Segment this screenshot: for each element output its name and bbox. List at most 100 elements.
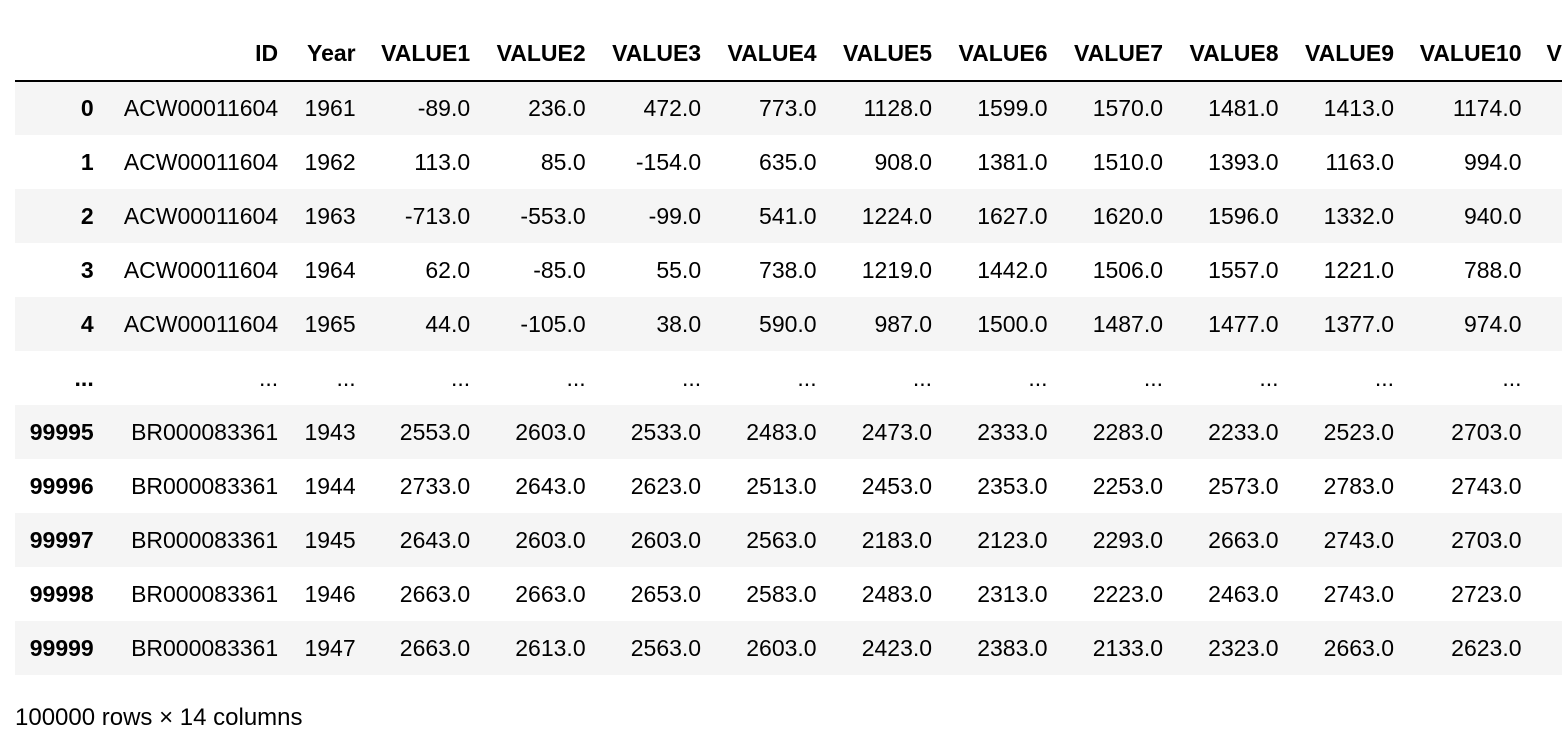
table-cell: 2603.0: [630, 526, 702, 553]
table-cell: 2663.0: [515, 580, 586, 607]
table-cell: 2423.0: [861, 634, 933, 661]
index-column-header: [15, 26, 94, 82]
row-index: 99995: [29, 418, 94, 445]
table-cell: 1413.0: [1323, 95, 1395, 121]
table-cell: [1522, 459, 1562, 513]
table-cell: 2253.0: [1092, 472, 1164, 499]
table-cell: [1522, 351, 1562, 405]
table-cell: 2623.0: [630, 472, 702, 499]
table-cell: 2743.0: [1323, 526, 1395, 553]
table-cell: ...: [450, 364, 471, 391]
table-cell: 2473.0: [861, 418, 933, 445]
table-cell: 2723.0: [1451, 580, 1522, 607]
table-cell: 1946: [304, 580, 356, 607]
table-row: 2 ACW00011604 1963 -713.0 -553.0 -99.0 541.0 12…: [15, 189, 1562, 243]
table-cell: -713.0: [404, 202, 471, 229]
table-cell: ACW00011604: [123, 95, 279, 121]
table-cell: 2463.0: [1208, 580, 1279, 607]
table-cell: 1221.0: [1323, 256, 1395, 283]
table-cell: 44.0: [425, 310, 471, 337]
table-cell: 2293.0: [1092, 526, 1164, 553]
table-cell: BR000083361: [131, 580, 279, 607]
row-index: 4: [80, 310, 94, 337]
table-cell: 2643.0: [515, 472, 586, 499]
table-cell: 1128.0: [863, 95, 933, 121]
table-cell: -154.0: [635, 148, 702, 175]
table-cell: 1506.0: [1092, 256, 1164, 283]
table-row: 1 ACW00011604 1962 113.0 85.0 -154.0 635.0 908.…: [15, 135, 1562, 189]
table-cell: 1377.0: [1323, 310, 1395, 337]
column-header: VALUE8: [1163, 26, 1279, 82]
table-cell: 2613.0: [515, 634, 586, 661]
table-cell: 1945: [304, 526, 356, 553]
table-cell: 2523.0: [1323, 418, 1395, 445]
table-cell: 55.0: [656, 256, 702, 283]
table-cell: 635.0: [759, 148, 817, 175]
table-cell: ...: [1259, 364, 1279, 391]
table-cell: 590.0: [759, 310, 817, 337]
table-cell: [1522, 297, 1562, 351]
table-cell: 1596.0: [1208, 202, 1279, 229]
table-cell: 1477.0: [1208, 310, 1279, 337]
table-cell: 2663.0: [399, 580, 471, 607]
table-cell: 2353.0: [977, 472, 1048, 499]
table-cell: 2513.0: [746, 472, 817, 499]
table-cell: 2623.0: [1451, 634, 1522, 661]
row-index: 99996: [29, 472, 94, 499]
table-row: 99996 BR000083361 1944 2733.0 2643.0 2623.0 25…: [15, 459, 1562, 513]
table-cell: ...: [681, 364, 702, 391]
table-cell: 1627.0: [977, 202, 1048, 229]
table-cell: -89.0: [417, 95, 471, 121]
column-header: VALUE2: [470, 26, 586, 82]
table-cell: 2583.0: [746, 580, 817, 607]
table-cell: 1944: [304, 472, 356, 499]
dataframe-output: ID Year VALUE1 VALUE2 VALUE3 VALUE4 VALUE5 VALU…: [15, 26, 1562, 675]
column-header: VALUE9: [1278, 26, 1395, 82]
row-index: 1: [80, 148, 94, 175]
table-cell: 994.0: [1463, 148, 1522, 175]
column-header: VALUE7: [1047, 26, 1164, 82]
table-cell: -553.0: [520, 202, 586, 229]
table-cell: 2603.0: [746, 634, 817, 661]
table-cell: 472.0: [643, 95, 702, 121]
table-cell: 1487.0: [1092, 310, 1164, 337]
table-cell: 1943: [304, 418, 356, 445]
table-cell: ACW00011604: [123, 310, 279, 337]
table-cell: 2333.0: [977, 418, 1048, 445]
table-cell: [1522, 567, 1562, 621]
table-cell: 2533.0: [630, 418, 702, 445]
table-cell: [1522, 405, 1562, 459]
table-cell: 908.0: [874, 148, 933, 175]
table-cell: 1961: [304, 95, 356, 121]
table-cell: 1381.0: [977, 148, 1048, 175]
table-row: 99999 BR000083361 1947 2663.0 2613.0 2563.0 26…: [15, 621, 1562, 675]
table-cell: 2313.0: [977, 580, 1048, 607]
table-cell: [1522, 243, 1562, 297]
table-cell: 1332.0: [1323, 202, 1395, 229]
row-index: 0: [80, 95, 94, 121]
table-cell: 2573.0: [1208, 472, 1279, 499]
table-cell: 2743.0: [1451, 472, 1522, 499]
table-cell: 2123.0: [977, 526, 1048, 553]
table-cell: 2603.0: [515, 418, 586, 445]
column-header: VALUE4: [701, 26, 817, 82]
table-cell: 1962: [304, 148, 356, 175]
table-cell: 1500.0: [977, 310, 1048, 337]
table-row: 0 ACW00011604 1961 -89.0 236.0 472.0 773.0 1128…: [15, 81, 1562, 135]
table-cell: 1219.0: [861, 256, 933, 283]
table-cell: BR000083361: [131, 634, 279, 661]
table-cell: 2743.0: [1323, 580, 1395, 607]
column-header: VALUE3: [585, 26, 702, 82]
table-cell: 2733.0: [399, 472, 471, 499]
table-cell: 2653.0: [630, 580, 702, 607]
table-header: ID Year VALUE1 VALUE2 VALUE3 VALUE4 VALUE5 VALU…: [15, 26, 1562, 82]
table-cell: 541.0: [759, 202, 817, 229]
table-row: 99997 BR000083361 1945 2643.0 2603.0 2603.0 25…: [15, 513, 1562, 567]
table-cell: ...: [1374, 364, 1395, 391]
table-cell: 2663.0: [1208, 526, 1279, 553]
table-cell: [1522, 621, 1562, 675]
table-cell: 2383.0: [977, 634, 1048, 661]
column-header: VALUE10: [1394, 26, 1522, 82]
row-index: 99999: [29, 634, 94, 661]
table-cell: 1557.0: [1208, 256, 1279, 283]
